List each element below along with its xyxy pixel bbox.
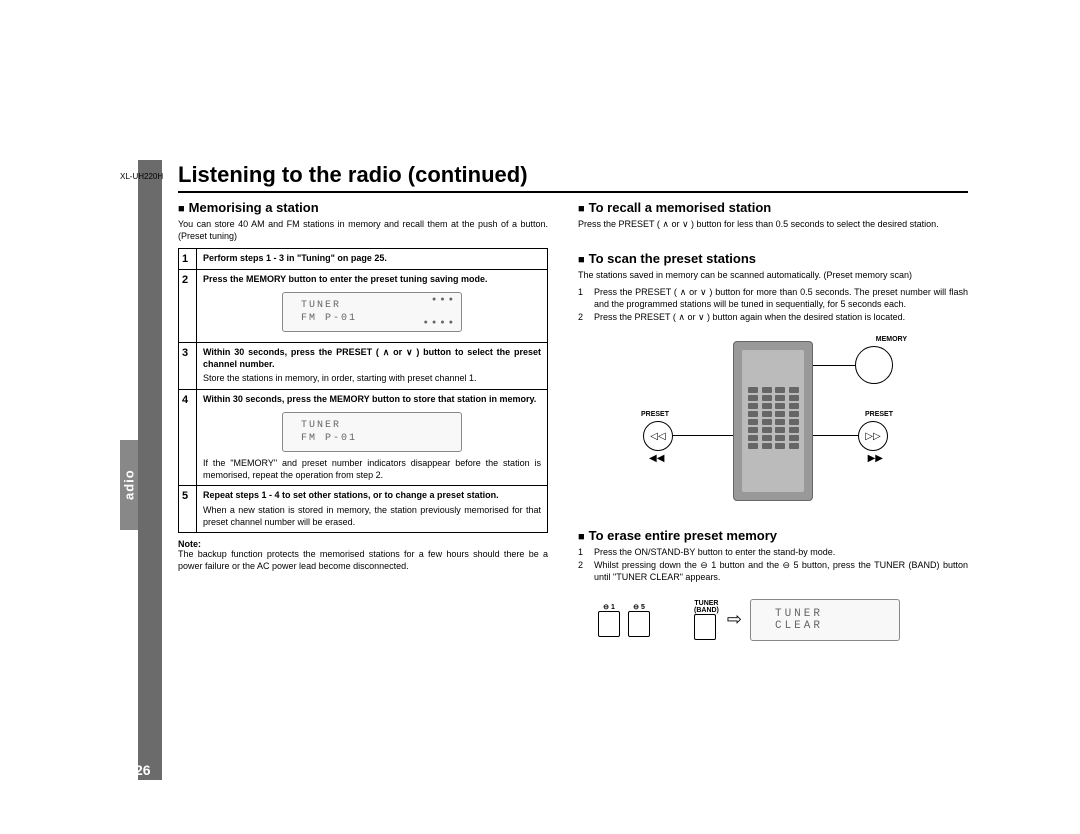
- erase-diagram: ⊖ 1 ⊖ 5 TUNER(BAND) ⇨ TUNER CLEAR: [598, 590, 938, 650]
- step-row: 3 Within 30 seconds, press the PRESET ( …: [179, 343, 547, 390]
- preset-down-callout: ◁◁: [643, 421, 673, 451]
- left-column: ■Memorising a station You can store 40 A…: [178, 200, 548, 573]
- section-heading: ■To erase entire preset memory: [578, 528, 968, 543]
- preset-up-callout: ▷▷: [858, 421, 888, 451]
- memory-label: MEMORY: [876, 336, 907, 343]
- note-text: The backup function protects the memoris…: [178, 549, 548, 572]
- step-row: 1 Perform steps 1 - 3 in "Tuning" on pag…: [179, 249, 547, 270]
- note-heading: Note:: [178, 539, 548, 549]
- numbered-list: 1Press the PRESET ( ∧ or ∨ ) button for …: [578, 287, 968, 323]
- step-row: 5 Repeat steps 1 - 4 to set other statio…: [179, 486, 547, 532]
- key-icon: [598, 611, 620, 637]
- body-text: The stations saved in memory can be scan…: [578, 270, 968, 282]
- preset-label: PRESET: [865, 411, 893, 418]
- right-column: ■To recall a memorised station Press the…: [578, 200, 968, 650]
- key-icon: [694, 614, 716, 640]
- body-text: Press the PRESET ( ∧ or ∨ ) button for l…: [578, 219, 968, 231]
- page-title: Listening to the radio (continued): [178, 162, 968, 193]
- page-number: 26: [135, 762, 151, 778]
- lcd-display: TUNER FM P-01: [282, 412, 462, 452]
- numbered-list: 1Press the ON/STAND-BY button to enter t…: [578, 547, 968, 583]
- section-heading: ■To recall a memorised station: [578, 200, 968, 215]
- section-tab: adio: [120, 440, 138, 530]
- steps-table: 1 Perform steps 1 - 3 in "Tuning" on pag…: [178, 248, 548, 533]
- step-row: 4 Within 30 seconds, press the MEMORY bu…: [179, 390, 547, 486]
- model-code: XL-UH220H: [120, 172, 163, 181]
- step-row: 2 Press the MEMORY button to enter the p…: [179, 270, 547, 343]
- remote-diagram: MEMORY PRESET ◁◁ ◀◀ PRESET ▷▷ ▶▶: [633, 331, 913, 506]
- arrow-right-icon: ⇨: [727, 609, 742, 630]
- margin-bar: [138, 160, 162, 780]
- lcd-display: TUNER CLEAR: [750, 599, 900, 641]
- section-heading: ■Memorising a station: [178, 200, 548, 215]
- memory-button-callout: [855, 346, 893, 384]
- remote-control-icon: [733, 341, 813, 501]
- intro-text: You can store 40 AM and FM stations in m…: [178, 219, 548, 242]
- section-heading: ■To scan the preset stations: [578, 251, 968, 266]
- preset-label: PRESET: [641, 411, 669, 418]
- key-icon: [628, 611, 650, 637]
- lcd-display: ● ● ● TUNER FM P-01 ● ● ● ●: [282, 292, 462, 332]
